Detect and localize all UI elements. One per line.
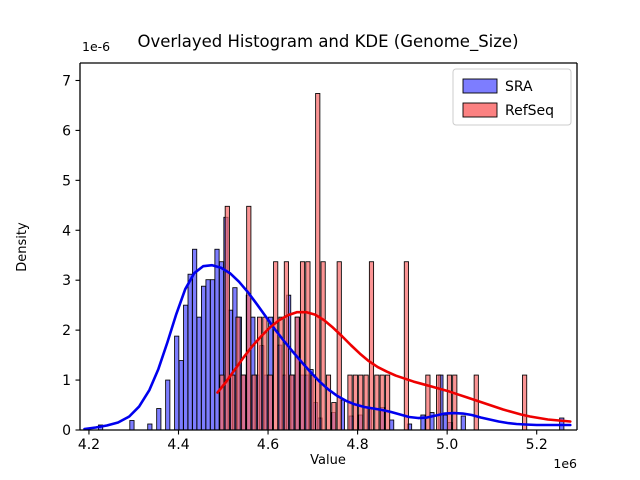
histogram-bar xyxy=(379,374,385,431)
histogram-bar xyxy=(446,374,452,431)
y-tick-label: 7 xyxy=(62,73,71,89)
x-axis-label: Value xyxy=(310,453,346,468)
histogram-bar xyxy=(305,261,311,431)
y-tick-label: 4 xyxy=(62,223,71,239)
histogram-bar xyxy=(522,374,528,431)
histogram-bar xyxy=(187,273,193,431)
histogram-bar xyxy=(174,335,180,431)
histogram-bar xyxy=(267,374,273,431)
y-tick-label: 1 xyxy=(62,373,71,389)
x-tick-label: 5.2 xyxy=(526,437,548,453)
histogram-bar xyxy=(196,316,202,431)
histogram-bar xyxy=(331,402,337,431)
histogram-bar xyxy=(352,374,358,431)
histogram-bar xyxy=(205,279,211,431)
histogram-bar xyxy=(165,379,171,431)
chart-legend[interactable]: SRA RefSeq xyxy=(452,68,572,126)
x-tick-label: 4.4 xyxy=(167,437,189,453)
histogram-bar xyxy=(436,374,442,431)
histogram-bar xyxy=(209,279,216,431)
y-tick-label: 5 xyxy=(62,173,71,189)
histogram-bar xyxy=(358,374,364,431)
histogram-bar xyxy=(460,415,466,431)
histogram-bar xyxy=(230,374,236,431)
y-tick-label: 0 xyxy=(62,423,71,439)
histogram-bar xyxy=(147,423,153,431)
y-axis-offset-text: 1e-6 xyxy=(82,39,110,54)
histogram-bar xyxy=(129,420,135,431)
y-axis-label: Density xyxy=(15,222,30,272)
legend-label-refseq: RefSeq xyxy=(505,103,554,119)
histogram-bar xyxy=(336,261,342,431)
x-axis-offset-text: 1e6 xyxy=(553,456,577,471)
histogram-bar xyxy=(246,205,252,431)
histogram-bar xyxy=(385,374,391,431)
y-axis-ticks: 0 1 2 3 4 5 6 7 xyxy=(62,73,80,439)
histogram-bar xyxy=(256,316,263,431)
x-tick-label: 5.0 xyxy=(436,437,458,453)
histogram-bar xyxy=(368,261,375,431)
histogram-bar xyxy=(310,374,316,431)
histogram-bar xyxy=(289,374,295,431)
histogram-bar xyxy=(214,248,220,431)
histogram-bar xyxy=(403,261,409,431)
histogram-bar xyxy=(235,316,241,431)
histogram-bar xyxy=(374,374,380,431)
y-tick-label: 2 xyxy=(62,323,71,339)
histogram-bar xyxy=(240,374,246,431)
kde-curves xyxy=(83,263,572,431)
x-tick-label: 4.2 xyxy=(78,437,100,453)
legend-swatch-sra xyxy=(462,78,498,94)
x-tick-label: 4.6 xyxy=(257,437,279,453)
histogram-bar xyxy=(183,304,189,431)
histogram-bar xyxy=(156,408,162,431)
histogram-bar xyxy=(473,374,479,431)
y-tick-label: 6 xyxy=(62,123,71,139)
histogram-bar xyxy=(224,205,230,431)
axes-spines xyxy=(79,62,578,431)
histogram-bar xyxy=(363,374,369,431)
kde-curve-sra xyxy=(83,263,572,431)
y-tick-label: 3 xyxy=(62,273,71,289)
legend-label-sra: SRA xyxy=(505,79,533,95)
histogram-bar xyxy=(320,261,326,431)
chart-title: Overlayed Histogram and KDE (Genome_Size… xyxy=(137,32,518,52)
histogram-bar xyxy=(325,374,332,431)
histogram-bar xyxy=(201,285,207,431)
histogram-bar xyxy=(251,374,257,431)
histogram-bar xyxy=(294,316,300,431)
kde-curve-refseq xyxy=(216,310,572,423)
histogram-bar xyxy=(452,374,458,431)
x-tick-label: 4.8 xyxy=(346,437,368,453)
histogram-bar xyxy=(273,261,279,431)
legend-swatch-refseq xyxy=(462,102,498,118)
histogram-bar xyxy=(299,261,306,431)
histogram-bar xyxy=(178,360,184,431)
x-axis-ticks: 4.2 4.4 4.6 4.8 5.0 5.2 xyxy=(78,430,548,453)
histogram-bar xyxy=(425,374,431,431)
